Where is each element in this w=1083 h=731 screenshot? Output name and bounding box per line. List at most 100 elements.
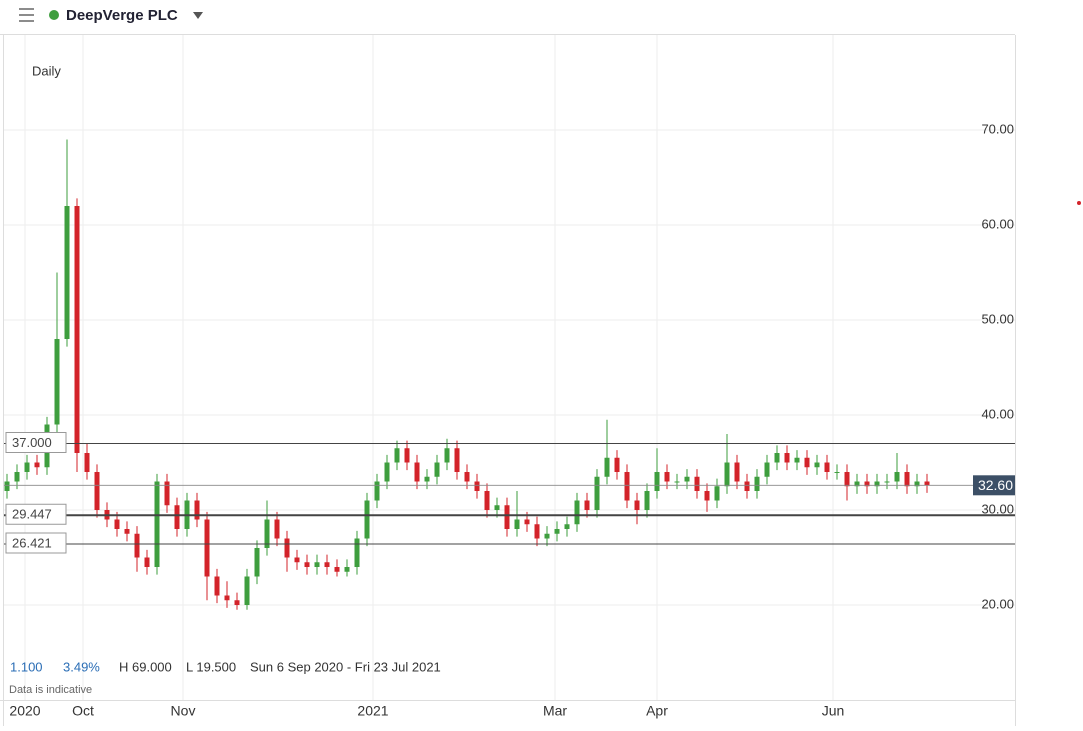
candle-body — [324, 562, 330, 567]
instrument-title[interactable]: DeepVerge PLC — [66, 7, 178, 24]
candle-body — [454, 448, 460, 472]
candle-body — [524, 519, 530, 525]
y-tick-label: 50.00 — [981, 311, 1014, 326]
candle-body — [224, 595, 230, 601]
candle-body — [384, 462, 390, 482]
candle-body — [884, 481, 890, 483]
candle-body — [334, 567, 340, 572]
candle-body — [804, 457, 810, 468]
candle-body — [564, 524, 570, 529]
candle-body — [654, 472, 660, 491]
y-tick-label: 70.00 — [981, 121, 1014, 136]
candle-body — [174, 505, 180, 529]
candle-body — [344, 567, 350, 572]
candle-body — [694, 476, 700, 491]
candle-body — [214, 576, 220, 596]
interval-label: Daily — [32, 63, 61, 78]
candle-body — [874, 481, 880, 487]
candles — [4, 139, 930, 610]
candle-body — [144, 557, 150, 567]
candle-body — [114, 519, 120, 529]
candle-body — [764, 462, 770, 477]
candle-body — [754, 476, 760, 491]
candle-body — [484, 491, 490, 510]
candle-body — [264, 519, 270, 548]
candle-body — [574, 500, 580, 525]
candle-body — [684, 476, 690, 482]
candle-body — [64, 206, 70, 339]
candle-body — [54, 339, 60, 425]
candle-body — [194, 500, 200, 520]
candle-body — [464, 472, 470, 482]
candle-body — [204, 519, 210, 577]
x-tick-label: Nov — [171, 703, 196, 719]
level-label-box — [5, 503, 67, 525]
x-tick-label: 2021 — [357, 703, 388, 719]
date-range: Sun 6 Sep 2020 - Fri 23 Jul 2021 — [250, 659, 441, 674]
last-price-label: 32.60 — [978, 477, 1013, 493]
candle-body — [814, 462, 820, 468]
dropdown-arrow[interactable] — [193, 12, 203, 19]
candle-body — [494, 505, 500, 510]
candle-body — [824, 462, 830, 472]
candle-body — [354, 538, 360, 567]
candle-body — [364, 500, 370, 539]
level-label: 37.000 — [12, 435, 52, 450]
x-tick-label: 2020 — [9, 703, 40, 719]
candle-body — [924, 481, 930, 486]
status-dot — [49, 10, 59, 20]
candle-body — [904, 472, 910, 487]
candle-body — [84, 453, 90, 472]
candle-body — [744, 481, 750, 491]
candle-body — [254, 548, 260, 577]
candle-body — [134, 533, 140, 558]
candle-body — [474, 481, 480, 491]
candle-body — [294, 557, 300, 563]
high-stat: H 69.000 — [119, 659, 172, 674]
candle-body — [674, 481, 680, 483]
overlays: 37.000 29.447 26.421 32.60 — [4, 432, 1015, 554]
candle-body — [644, 491, 650, 510]
level-label: 29.447 — [12, 507, 52, 522]
candle-body — [714, 486, 720, 501]
candle-body — [534, 524, 540, 539]
indicator-dot — [1077, 201, 1081, 205]
candle-body — [34, 462, 40, 468]
candle-body — [74, 206, 80, 453]
candle-body — [834, 472, 840, 473]
change-pct: 3.49% — [63, 659, 100, 674]
candle-body — [94, 472, 100, 510]
candle-body — [164, 481, 170, 506]
candle-body — [584, 500, 590, 510]
candle-body — [614, 457, 620, 472]
level-label: 26.421 — [12, 535, 52, 550]
candle-body — [234, 600, 240, 605]
candle-body — [434, 462, 440, 477]
candle-body — [414, 462, 420, 482]
x-tick-label: Jun — [822, 703, 845, 719]
candle-body — [4, 481, 10, 491]
candle-body — [154, 481, 160, 567]
level-label-box — [5, 432, 67, 453]
change: 1.100 — [10, 659, 43, 674]
candle-body — [544, 533, 550, 539]
candle-body — [784, 453, 790, 463]
y-tick-label: 30.00 — [981, 501, 1014, 516]
candle-body — [514, 519, 520, 529]
menu-icon[interactable] — [19, 8, 34, 22]
candle-body — [304, 562, 310, 567]
candle-body — [404, 448, 410, 463]
candle-body — [594, 476, 600, 510]
candle-body — [554, 529, 560, 534]
candle-body — [624, 472, 630, 501]
candle-body — [894, 472, 900, 482]
x-tick-label: Mar — [543, 703, 567, 719]
x-tick-label: Oct — [72, 703, 94, 719]
candle-body — [284, 538, 290, 558]
candle-body — [424, 476, 430, 482]
candle-body — [374, 481, 380, 501]
candle-body — [914, 481, 920, 487]
candle-body — [734, 462, 740, 482]
candle-body — [774, 453, 780, 463]
